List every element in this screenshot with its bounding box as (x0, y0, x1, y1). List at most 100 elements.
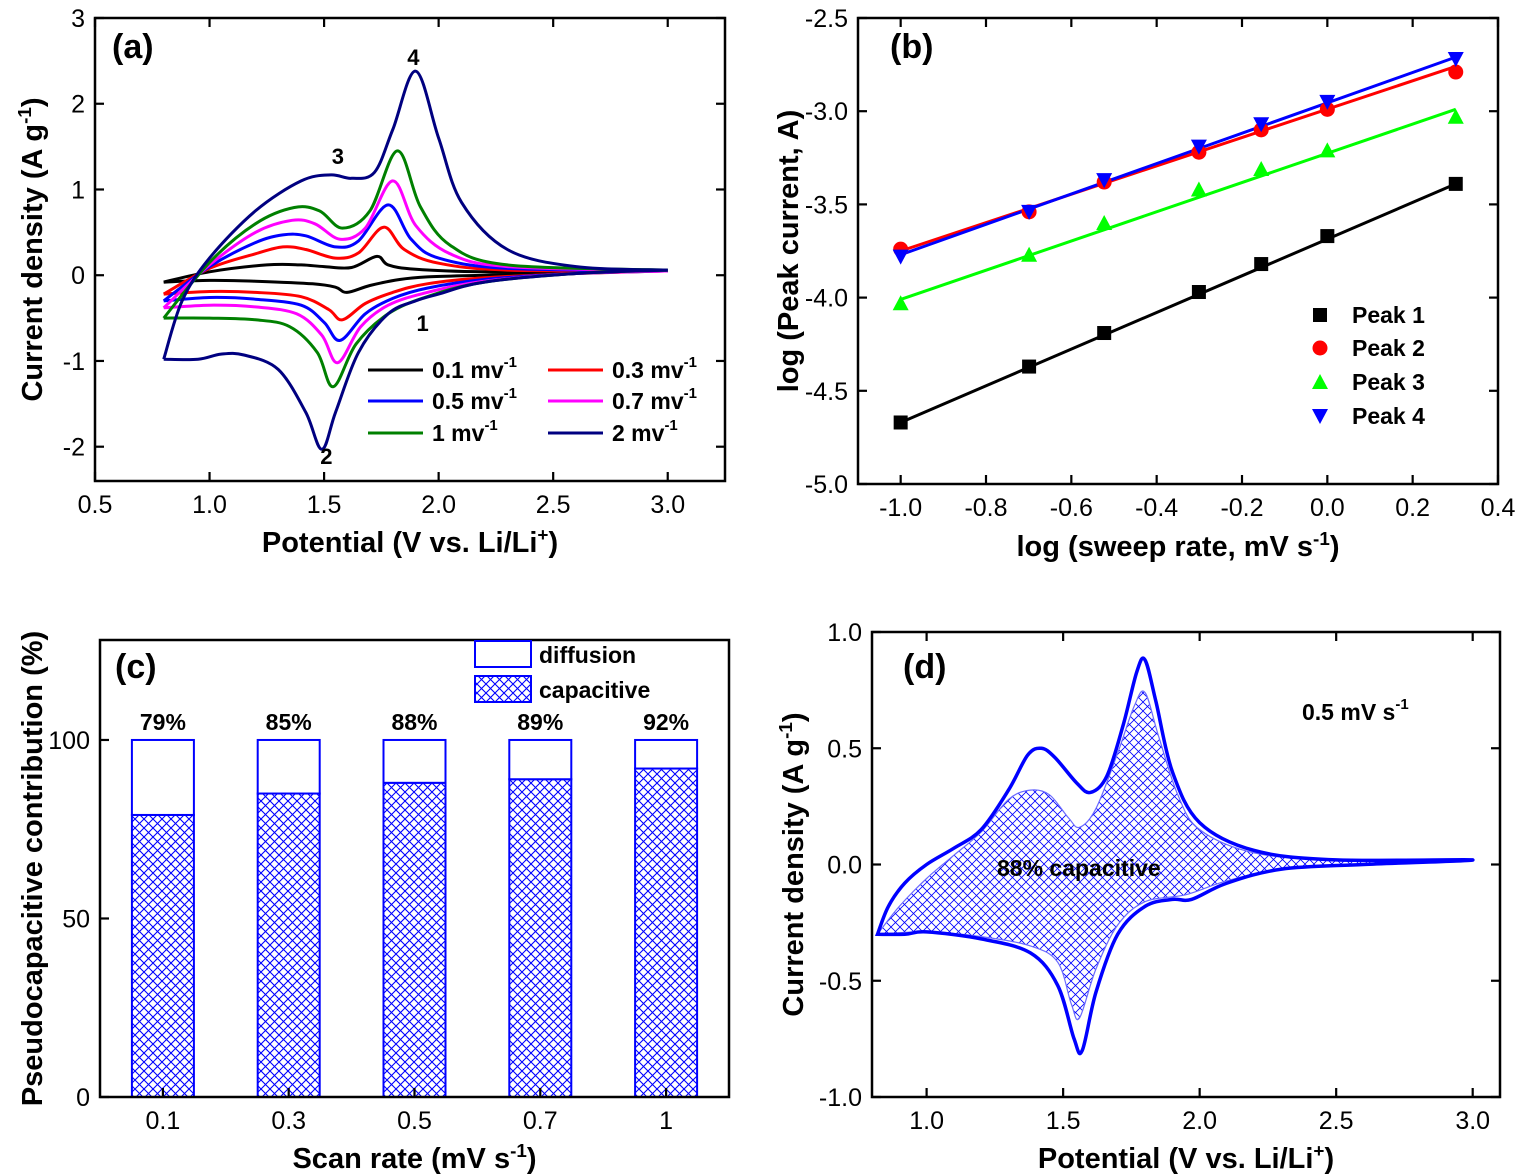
bar-capacitive (508, 778, 573, 1098)
x-tick-label: -0.4 (1135, 494, 1178, 522)
y-tick-label: 1 (71, 176, 85, 204)
legend-label: capacitive (539, 677, 650, 703)
y-tick-label: -4.0 (805, 285, 848, 313)
rate-annotation: 0.5 mV s-1 (1302, 696, 1409, 725)
y-axis-title: Current density (A g-1) (14, 97, 49, 401)
total-cv-curve (874, 656, 1475, 1056)
data-point (1253, 160, 1270, 176)
data-point (1096, 215, 1113, 231)
y-tick-label: 100 (48, 727, 90, 755)
cv-curve-cathodic (163, 268, 668, 451)
legend-marker (1312, 374, 1328, 389)
cv-curve-anodic (162, 69, 668, 360)
data-point (1021, 246, 1038, 262)
data-point (1022, 359, 1037, 374)
legend-marker (1312, 409, 1328, 424)
data-point (892, 249, 909, 265)
y-axis-title: log (Peak current, A) (773, 110, 805, 393)
y-tick-label: -4.5 (805, 378, 848, 406)
legend-label: 0.1 mv-1 (432, 354, 517, 383)
x-axis-title: log (sweep rate, mV s-1) (1017, 528, 1340, 563)
y-tick-label: -0.5 (819, 968, 862, 996)
cv-curve-anodic (162, 225, 668, 296)
y-tick-label: 2 (71, 91, 85, 119)
cv-curve-anodic (162, 179, 668, 309)
data-point (1021, 204, 1038, 220)
panel-c: 79% 0.1 85% 0.3 88% 0.5 89% 0.7 92% 1 0 50 100 (c) Sca… (17, 631, 731, 1175)
legend-marker (1312, 340, 1328, 356)
data-point (1191, 285, 1206, 300)
legend-swatch-diffusion (474, 640, 532, 668)
plot-frame (856, 16, 1500, 486)
legend-swatch-capacitive (474, 675, 532, 703)
legend-marker (1313, 308, 1327, 322)
panel-label: (b) (890, 28, 933, 66)
x-tick-label: 0.0 (1310, 494, 1345, 522)
data-point (1447, 108, 1464, 124)
data-point (893, 415, 908, 430)
bar-diffusion (508, 738, 573, 781)
data-point (1320, 229, 1335, 244)
x-tick-label: 0.5 (78, 491, 113, 519)
capacitive-area (876, 690, 1474, 1021)
y-tick-label: 1.0 (827, 619, 862, 647)
y-tick-label: -5.0 (805, 471, 848, 499)
y-tick-label: -3.5 (805, 191, 848, 219)
fit-line (900, 182, 1457, 424)
x-tick-label: 1.5 (1046, 1107, 1081, 1135)
bar-value-label: 79% (140, 709, 186, 735)
data-point (1097, 326, 1112, 341)
legend-label: Peak 4 (1352, 403, 1425, 429)
peak-label: 3 (332, 144, 344, 169)
cv-curve-cathodic (163, 269, 668, 294)
bar-capacitive (130, 813, 195, 1098)
panel-label: (c) (115, 648, 157, 686)
x-tick-label: 3.0 (1455, 1107, 1490, 1135)
y-tick-label: -1.0 (819, 1084, 862, 1112)
x-tick-label: 3.0 (650, 491, 685, 519)
y-tick-label: 0 (76, 1084, 90, 1112)
data-point (1254, 257, 1269, 272)
x-tick-label: 1.5 (307, 491, 342, 519)
x-tick-label: 1.0 (192, 491, 227, 519)
y-axis-title: Pseudocapacitive contribution (%) (17, 631, 49, 1106)
x-tick-label: -0.6 (1050, 494, 1093, 522)
data-point (1447, 52, 1464, 68)
y-tick-label: 50 (62, 905, 90, 933)
legend-label: 0.5 mv-1 (432, 385, 517, 414)
x-tick-label: 0.5 (397, 1107, 432, 1135)
data-point (892, 295, 909, 311)
bar-diffusion (634, 738, 699, 770)
x-tick-label: 0.4 (1481, 494, 1516, 522)
legend-label: diffusion (539, 642, 636, 668)
panel-a: 0.5 1.0 1.5 2.0 2.5 3.0 -2 -1 0 1 2 3 1 2 3 4 (a) Potenti… (14, 5, 727, 559)
y-tick-label: -2 (63, 434, 85, 462)
x-tick-label: 1.0 (909, 1107, 944, 1135)
data-point (1096, 173, 1113, 189)
y-tick-label: 0.0 (827, 852, 862, 880)
y-tick-label: 0 (71, 262, 85, 290)
x-tick-label: 2.5 (536, 491, 571, 519)
capacitive-annotation: 88% capacitive (997, 855, 1161, 881)
y-tick-label: -1 (63, 348, 85, 376)
bar-diffusion (382, 738, 447, 784)
peak-label: 4 (407, 45, 420, 70)
x-tick-label: 2.0 (1182, 1107, 1217, 1135)
y-tick-label: -3.0 (805, 98, 848, 126)
fit-line (900, 55, 1457, 257)
bar-capacitive (256, 792, 321, 1098)
data-point (1319, 142, 1336, 158)
cv-curve-anodic (163, 254, 668, 284)
y-tick-label: 0.5 (827, 735, 862, 763)
x-tick-label: 1 (659, 1107, 673, 1135)
bar-capacitive (382, 781, 447, 1098)
data-point (1190, 139, 1207, 155)
cv-curve-anodic (162, 203, 668, 303)
x-tick-label: 2.0 (421, 491, 456, 519)
legend-label: Peak 3 (1352, 369, 1425, 395)
data-point (1448, 176, 1463, 191)
data-point (1319, 94, 1336, 110)
x-tick-label: -1.0 (879, 494, 922, 522)
bar-value-label: 85% (266, 709, 312, 735)
